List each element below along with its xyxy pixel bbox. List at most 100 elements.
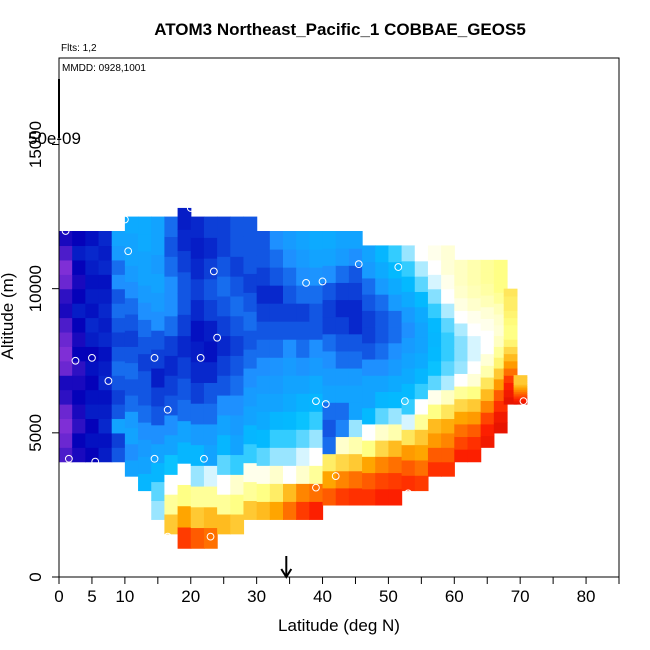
heatmap-cell	[427, 274, 442, 290]
heatmap-cell	[269, 393, 284, 412]
observation-point	[302, 279, 310, 287]
heatmap-cell	[427, 317, 442, 333]
heatmap-cell	[441, 259, 455, 275]
heatmap-cell	[335, 367, 350, 386]
heatmap-cell	[309, 393, 324, 412]
heatmap-cell	[296, 375, 310, 394]
heatmap-cell	[217, 375, 231, 396]
heatmap-cell	[322, 265, 337, 283]
heatmap-cell	[441, 303, 455, 319]
heatmap-cell	[427, 404, 442, 420]
heatmap-cell	[190, 465, 205, 487]
observation-point	[150, 353, 159, 362]
heatmap-cell	[335, 419, 350, 438]
chart-title: ATOM3 Northeast_Pacific_1 COBBAE_GEOS5	[154, 20, 526, 39]
heatmap-cell	[177, 441, 192, 464]
heatmap-cell	[480, 306, 495, 319]
heatmap-cell	[480, 259, 495, 273]
heatmap-cell	[98, 317, 113, 333]
heatmap-cell	[217, 335, 231, 356]
heatmap-cell	[454, 385, 469, 400]
heatmap-cell	[503, 346, 518, 355]
heatmap-cell	[72, 317, 86, 333]
heatmap-cell	[362, 456, 376, 474]
heatmap-cell	[230, 474, 245, 495]
heatmap-cell	[335, 265, 350, 283]
heatmap-cell	[375, 261, 390, 279]
heatmap-cell	[414, 475, 429, 492]
heatmap-cell	[177, 399, 192, 422]
heatmap-cell	[513, 384, 528, 387]
heatmap-cell	[177, 356, 192, 379]
heatmap-cell	[217, 513, 231, 535]
latitude-marker-arrow	[280, 556, 293, 579]
heatmap-cell	[124, 249, 139, 266]
heatmap-cell	[348, 350, 363, 369]
heatmap-cell	[335, 333, 350, 352]
heatmap-cell	[388, 488, 403, 506]
heatmap-cell	[513, 385, 528, 389]
heatmap-cell	[111, 259, 126, 275]
heatmap-cell	[138, 353, 152, 372]
heatmap-cell	[256, 249, 271, 268]
heatmap-cell	[309, 447, 324, 466]
heatmap-cell	[124, 459, 139, 477]
heatmap-cell	[98, 389, 113, 405]
heatmap-cell	[296, 393, 310, 412]
heatmap-cell	[362, 261, 376, 279]
flights-label: Flts: 1,2	[61, 43, 97, 54]
observation-point	[321, 400, 330, 408]
heatmap-cell	[59, 432, 73, 448]
heatmap-cell	[72, 303, 86, 319]
heatmap-cell	[190, 320, 205, 342]
heatmap-cell	[401, 429, 416, 446]
heatmap-cell	[322, 231, 337, 249]
heatmap-cell	[388, 472, 403, 490]
heatmap-cell	[203, 340, 218, 363]
heatmap-cell	[151, 462, 166, 483]
heatmap-cell	[98, 346, 113, 362]
heatmap-cell	[414, 276, 429, 292]
heatmap-cell	[59, 404, 73, 420]
heatmap-cell	[283, 501, 297, 520]
heatmap-cell	[98, 404, 113, 420]
heatmap-cell	[467, 322, 482, 337]
x-axis-label: Latitude (deg N)	[278, 616, 400, 635]
heatmap-cell	[85, 288, 100, 304]
heatmap-cell	[190, 423, 205, 446]
heatmap-cell	[414, 322, 429, 338]
heatmap-cell	[480, 376, 495, 390]
heatmap-cell	[243, 462, 258, 483]
heatmap-cell	[72, 389, 86, 405]
heatmap-cell	[177, 526, 192, 549]
heatmap-cell	[190, 403, 205, 425]
heatmap-cell	[98, 432, 113, 448]
heatmap-cell	[138, 216, 152, 235]
heatmap-cell	[375, 488, 390, 506]
heatmap-cell	[375, 440, 390, 457]
observation-point	[312, 483, 320, 492]
heatmap-cell	[467, 310, 482, 324]
heatmap-cell	[513, 391, 528, 394]
heatmap-cell	[427, 303, 442, 319]
x-tick-label: 20	[181, 587, 200, 606]
heatmap-cell	[454, 322, 469, 337]
heatmap-cell	[441, 432, 455, 448]
heatmap-cell	[467, 436, 482, 450]
heatmap-cell	[375, 375, 390, 392]
heatmap-cell	[217, 414, 231, 436]
heatmap-cell	[322, 436, 337, 455]
heatmap-cell	[414, 337, 429, 354]
heatmap-cell	[362, 440, 376, 457]
observation-point	[206, 532, 215, 541]
heatmap-cell	[454, 449, 469, 463]
heatmap-cell	[503, 375, 518, 383]
heatmap-cell	[138, 233, 152, 252]
heatmap-cell	[203, 216, 218, 238]
heatmap-cell	[230, 394, 245, 416]
heatmap-cell	[177, 505, 192, 528]
heatmap-cell	[85, 432, 100, 448]
heatmap-cell	[296, 267, 310, 286]
heatmap-cell	[190, 485, 205, 508]
heatmap-cell	[85, 259, 100, 275]
